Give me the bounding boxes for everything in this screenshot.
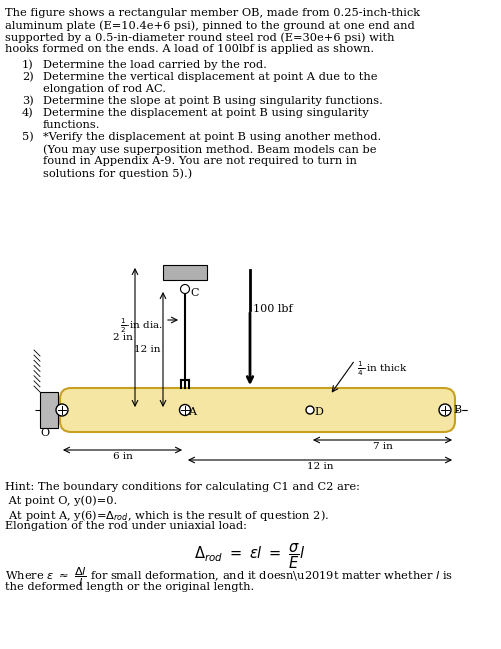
Text: functions.: functions. <box>43 120 101 130</box>
Text: 5): 5) <box>22 132 34 142</box>
Text: Hint: The boundary conditions for calculating C1 and C2 are:: Hint: The boundary conditions for calcul… <box>5 482 360 492</box>
Text: solutions for question 5).): solutions for question 5).) <box>43 168 192 178</box>
Text: $\frac{1}{2}$-in dia.: $\frac{1}{2}$-in dia. <box>120 317 163 336</box>
Text: aluminum plate (E=10.4e+6 psi), pinned to the ground at one end and: aluminum plate (E=10.4e+6 psi), pinned t… <box>5 20 415 31</box>
Text: 3): 3) <box>22 96 34 106</box>
Circle shape <box>179 404 190 415</box>
Text: elongation of rod AC.: elongation of rod AC. <box>43 84 166 94</box>
Text: 7 in: 7 in <box>373 442 392 451</box>
Circle shape <box>439 404 451 416</box>
Text: 100 lbf: 100 lbf <box>253 304 293 314</box>
Bar <box>40 392 58 428</box>
Text: *Verify the displacement at point B using another method.: *Verify the displacement at point B usin… <box>43 132 381 142</box>
FancyBboxPatch shape <box>60 388 455 432</box>
Text: 12 in: 12 in <box>134 345 161 354</box>
Text: 2): 2) <box>22 72 34 82</box>
Text: Where $\epsilon\ \approx\ \dfrac{\Delta l}{l}$ for small deformation, and it doe: Where $\epsilon\ \approx\ \dfrac{\Delta … <box>5 565 453 589</box>
Text: 4): 4) <box>22 108 34 118</box>
Text: found in Appendix A-9. You are not required to turn in: found in Appendix A-9. You are not requi… <box>43 156 357 166</box>
Text: the deformed length or the original length.: the deformed length or the original leng… <box>5 582 254 592</box>
Text: O: O <box>40 428 49 438</box>
Text: At point A, y(6)=$\Delta_{rod}$, which is the result of question 2).: At point A, y(6)=$\Delta_{rod}$, which i… <box>5 508 329 523</box>
Bar <box>163 265 207 280</box>
Circle shape <box>180 284 189 293</box>
Text: Determine the slope at point B using singularity functions.: Determine the slope at point B using sin… <box>43 96 383 106</box>
Text: 12 in: 12 in <box>307 462 333 471</box>
Text: D: D <box>314 407 323 417</box>
Text: At point O, y(0)=0.: At point O, y(0)=0. <box>5 495 117 506</box>
Circle shape <box>306 406 314 414</box>
Text: The figure shows a rectangular member OB, made from 0.25-inch-thick: The figure shows a rectangular member OB… <box>5 8 420 18</box>
Text: Determine the displacement at point B using singularity: Determine the displacement at point B us… <box>43 108 369 118</box>
Text: $\frac{1}{4}$-in thick: $\frac{1}{4}$-in thick <box>357 360 408 378</box>
Text: 6 in: 6 in <box>113 452 132 461</box>
Text: hooks formed on the ends. A load of 100lbf is applied as shown.: hooks formed on the ends. A load of 100l… <box>5 44 374 54</box>
Text: Elongation of the rod under uniaxial load:: Elongation of the rod under uniaxial loa… <box>5 521 247 531</box>
Text: supported by a 0.5-in-diameter round steel rod (E=30e+6 psi) with: supported by a 0.5-in-diameter round ste… <box>5 32 394 43</box>
Text: A: A <box>188 407 196 417</box>
Text: $\Delta_{rod}\ =\ \epsilon l\ =\ \dfrac{\sigma}{E}l$: $\Delta_{rod}\ =\ \epsilon l\ =\ \dfrac{… <box>194 542 306 571</box>
Text: (You may use superposition method. Beam models can be: (You may use superposition method. Beam … <box>43 144 376 154</box>
Text: 1): 1) <box>22 60 34 70</box>
Circle shape <box>56 404 68 416</box>
Text: C: C <box>190 288 198 298</box>
Text: Determine the load carried by the rod.: Determine the load carried by the rod. <box>43 60 267 70</box>
Text: Determine the vertical displacement at point A due to the: Determine the vertical displacement at p… <box>43 72 377 82</box>
Text: B: B <box>453 405 461 415</box>
Text: 2 in: 2 in <box>113 333 133 342</box>
